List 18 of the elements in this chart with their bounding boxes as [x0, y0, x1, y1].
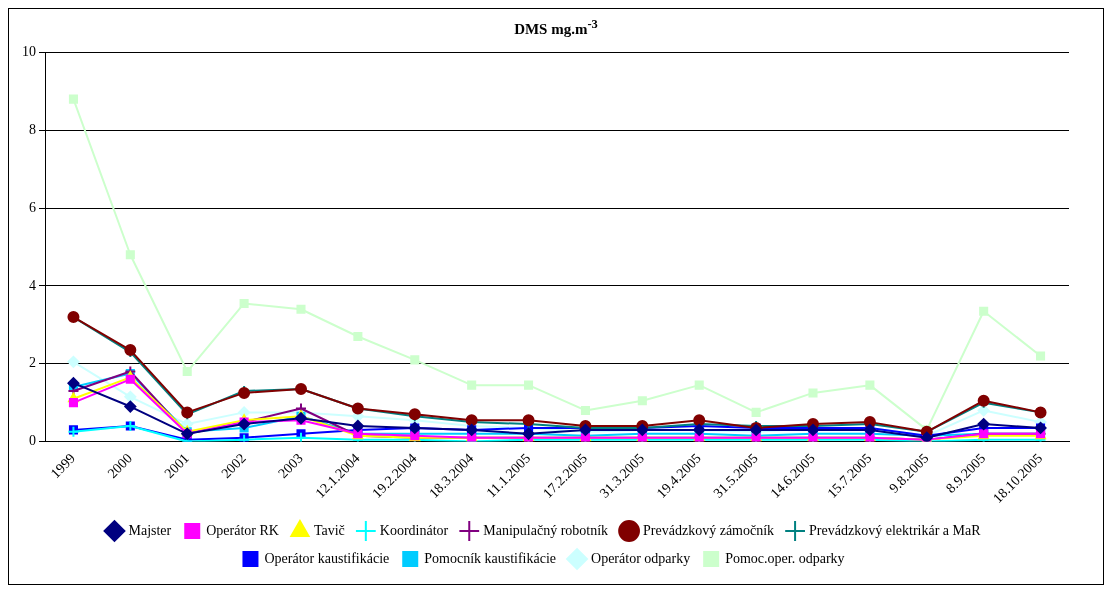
y-tick-label: 4: [29, 277, 36, 293]
legend-label: Operátor RK: [206, 522, 279, 538]
legend-label: Koordinátor: [379, 522, 449, 538]
legend-label: Operátor odparky: [591, 550, 691, 566]
legend-label: Tavič: [313, 522, 345, 538]
legend-label: Pomocník kaustifikácie: [424, 550, 557, 566]
chart-title: DMS mg.m$^{-3}$: [513, 17, 599, 39]
legend-label: Prevádzkový zámočník: [643, 522, 775, 538]
legend-label: Majster: [128, 522, 172, 538]
y-tick-label: 8: [29, 121, 36, 137]
y-tick-label: 10: [22, 44, 36, 60]
y-tick-label: 6: [29, 199, 36, 215]
legend-label: Operátor kaustifikácie: [264, 550, 390, 566]
y-tick-label: 2: [29, 355, 36, 371]
legend-label: Pomoc.oper. odparky: [725, 550, 845, 566]
legend-label: Manipulačný robotník: [483, 522, 609, 538]
legend-label: Prevádzkový elektrikár a MaR: [809, 522, 982, 538]
y-tick-label: 0: [29, 433, 36, 449]
